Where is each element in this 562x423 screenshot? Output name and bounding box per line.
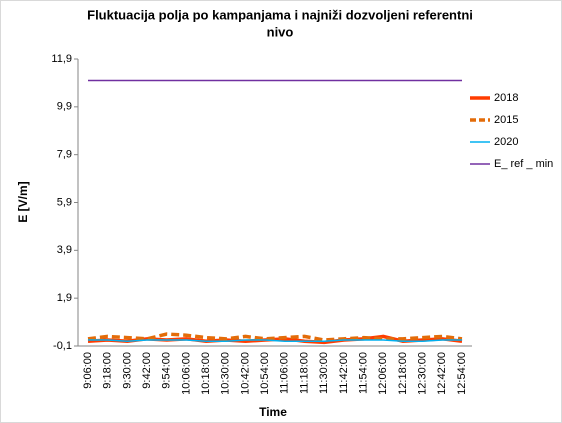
- series-line: [88, 339, 462, 342]
- x-tick-label: 12:42:00: [436, 352, 448, 395]
- y-tick-label: 1,9: [57, 292, 72, 304]
- x-tick-label: 11:42:00: [338, 352, 350, 394]
- y-tick-label: 7,9: [57, 149, 72, 161]
- x-tick-label: 12:30:00: [417, 352, 429, 395]
- x-tick-label: 9:18:00: [102, 352, 114, 389]
- series-line: [87, 332, 463, 342]
- legend-label: 2018: [494, 92, 518, 104]
- legend-label: 2020: [494, 136, 518, 148]
- x-tick-label: 10:30:00: [220, 352, 232, 395]
- y-tick-label: 5,9: [57, 196, 72, 208]
- chart-title: Fluktuacija polja po kampanjama i najniž…: [87, 7, 473, 22]
- x-tick-label: 11:18:00: [298, 352, 310, 394]
- legend-label: 2015: [494, 114, 518, 126]
- y-axis-title: E [V/m]: [16, 181, 30, 222]
- legend-label: E_ ref _ min: [494, 158, 553, 170]
- x-tick-label: 9:54:00: [161, 352, 173, 389]
- y-tick-label: 9,9: [57, 101, 72, 113]
- x-tick-label: 10:06:00: [180, 352, 192, 395]
- x-tick-label: 10:42:00: [239, 352, 251, 395]
- x-tick-label: 10:18:00: [200, 352, 212, 395]
- y-tick-label: 3,9: [57, 244, 72, 256]
- x-tick-label: 11:54:00: [357, 352, 369, 394]
- x-tick-label: 10:54:00: [259, 352, 271, 395]
- x-tick-label: 11:30:00: [318, 352, 330, 394]
- x-axis-title: Time: [259, 405, 287, 419]
- x-tick-label: 11:06:00: [279, 352, 291, 394]
- x-tick-label: 9:42:00: [141, 352, 153, 389]
- y-tick-label: 11,9: [51, 53, 72, 65]
- y-tick-label: -0,1: [53, 340, 72, 352]
- x-tick-label: 12:54:00: [456, 352, 468, 395]
- x-tick-label: 12:18:00: [397, 352, 409, 395]
- x-tick-label: 9:06:00: [82, 352, 94, 389]
- chart-title: nivo: [267, 24, 294, 39]
- x-tick-label: 12:06:00: [377, 352, 389, 395]
- x-tick-label: 9:30:00: [121, 352, 133, 389]
